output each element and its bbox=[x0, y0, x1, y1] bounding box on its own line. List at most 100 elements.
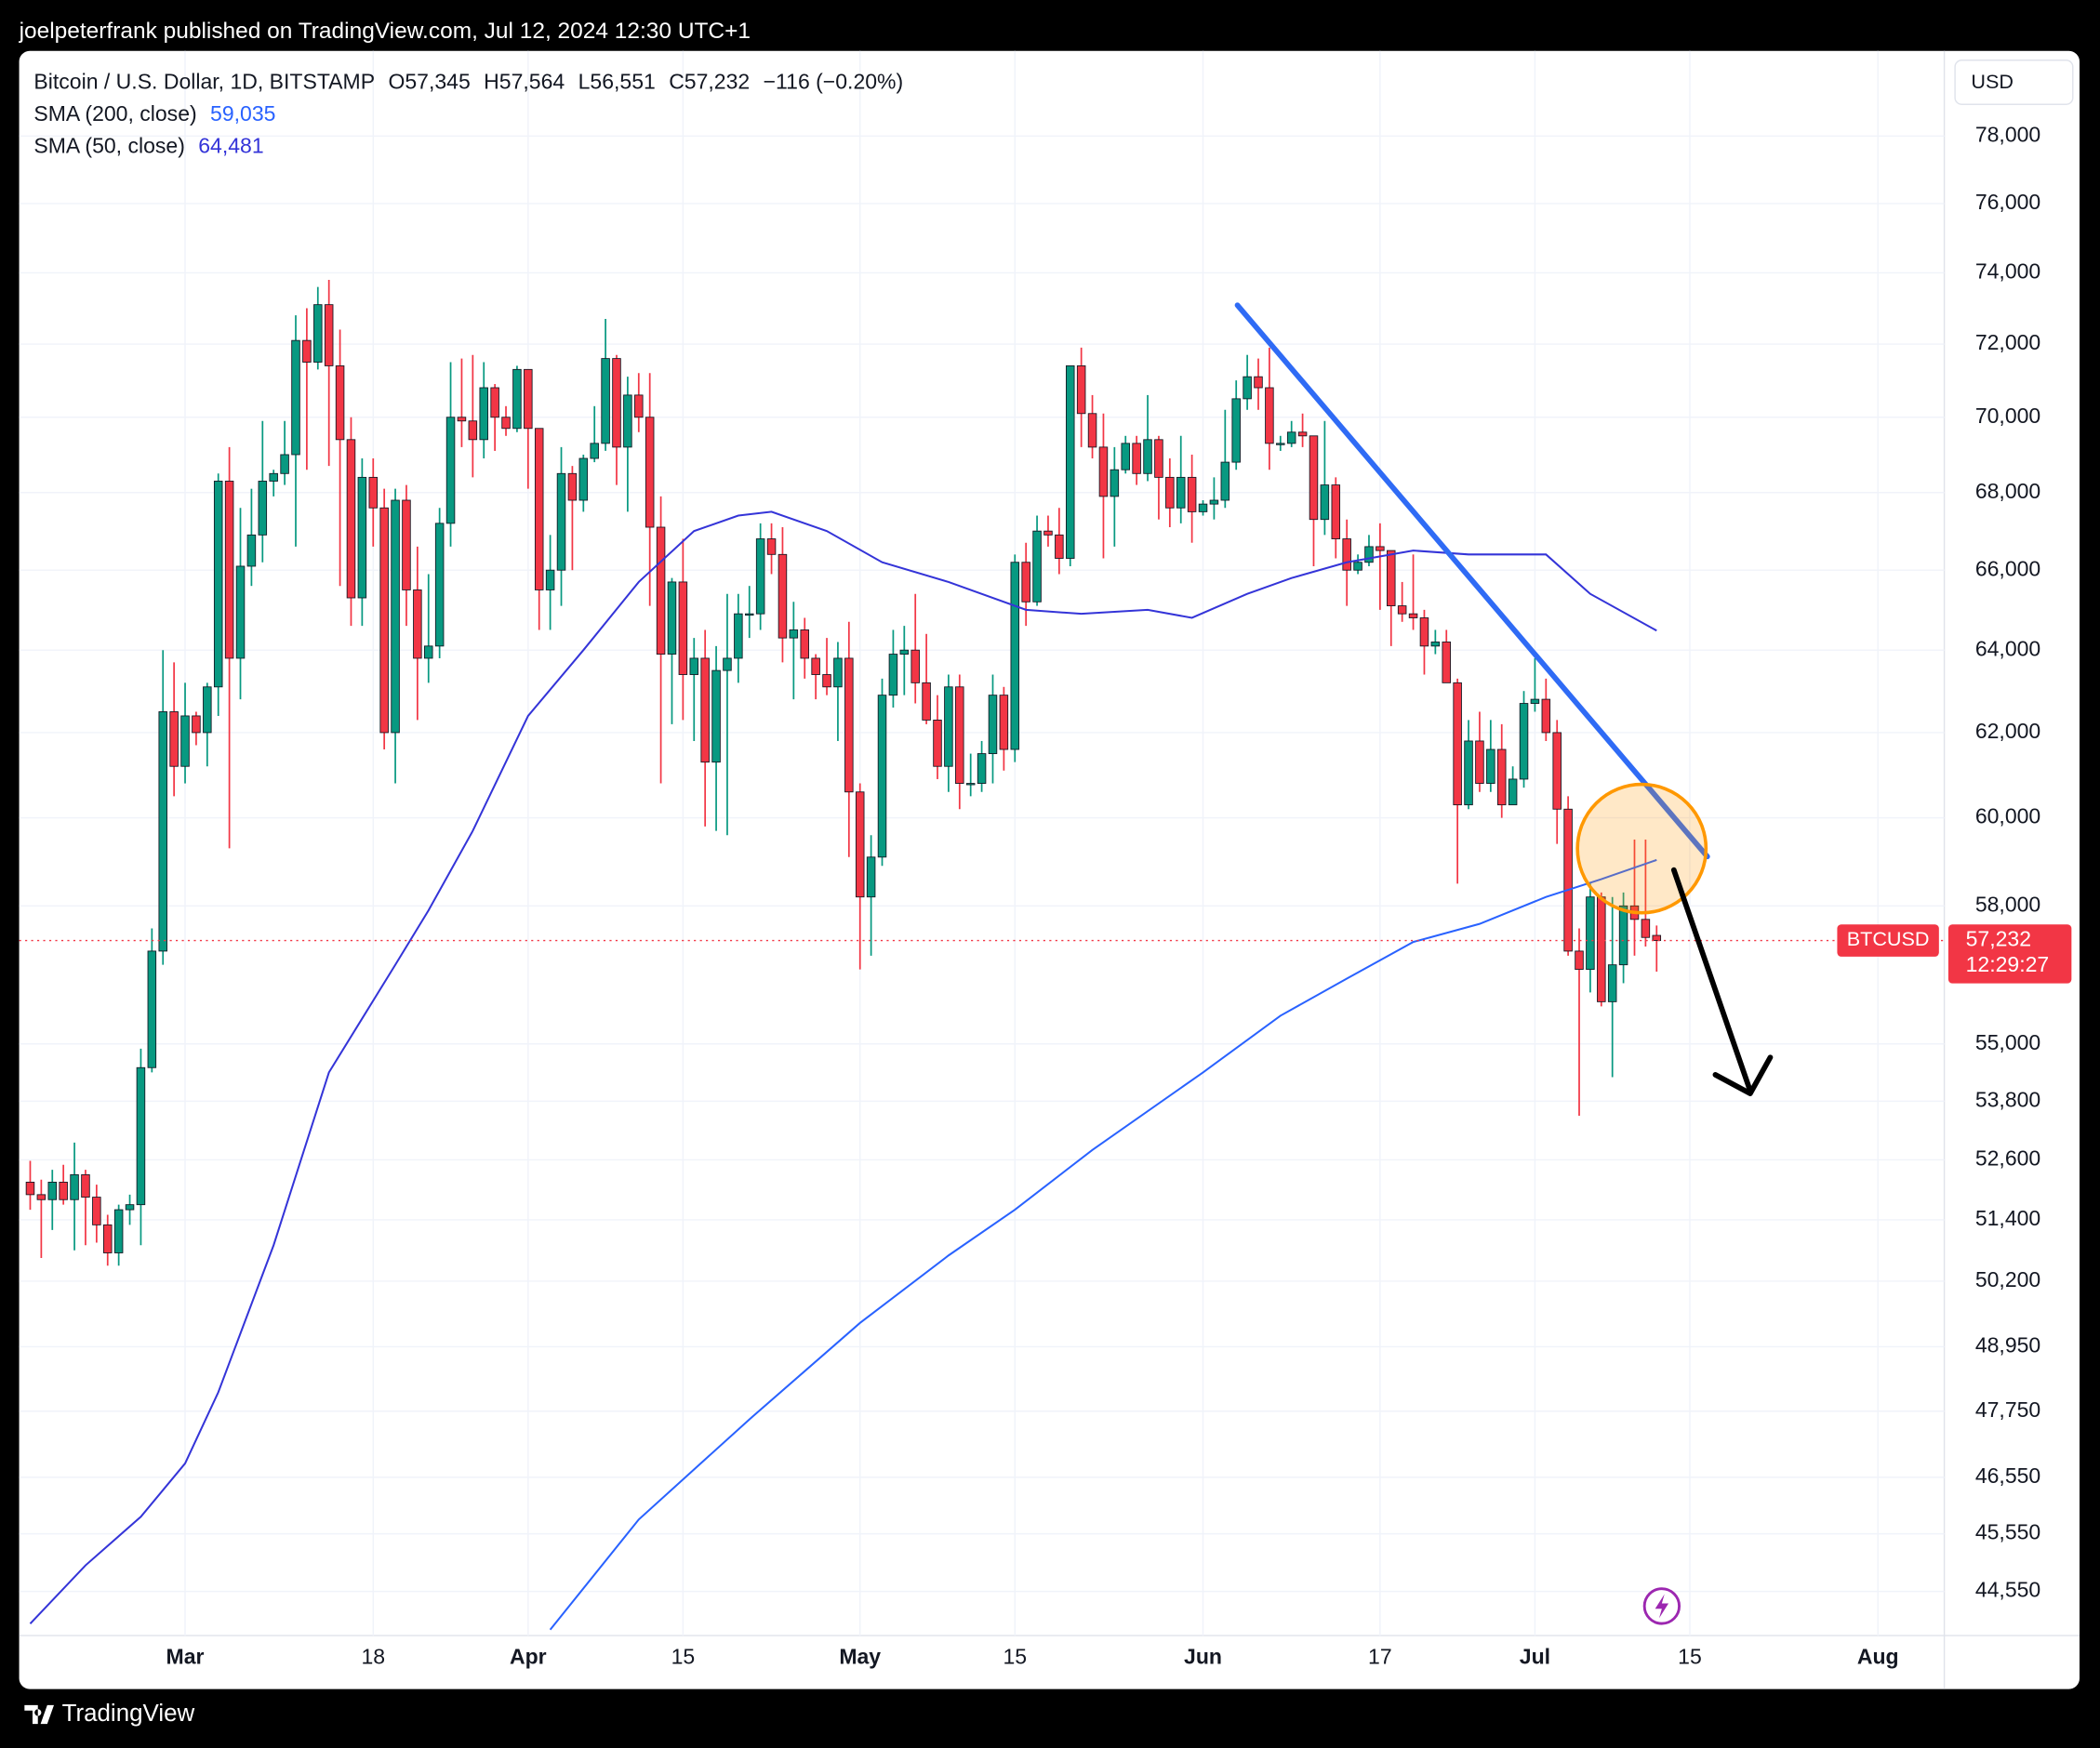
candle-body bbox=[855, 791, 865, 898]
candle-body bbox=[324, 304, 334, 366]
x-tick-label: Jul bbox=[1520, 1645, 1550, 1669]
candle-body bbox=[1066, 364, 1075, 559]
symbol-label: BTCUSD bbox=[1847, 927, 1930, 950]
y-tick-label: 45,550 bbox=[1975, 1520, 2040, 1544]
header-text: joelpeterfrank published on TradingView.… bbox=[19, 19, 751, 44]
candle-body bbox=[1043, 530, 1053, 536]
candle-body bbox=[524, 368, 533, 430]
candle-body bbox=[711, 669, 721, 763]
candle-body bbox=[556, 472, 566, 571]
y-tick-label: 72,000 bbox=[1975, 330, 2040, 354]
currency-button[interactable] bbox=[1954, 60, 2074, 106]
candle-body bbox=[103, 1224, 113, 1253]
last-price-label: 57,232 bbox=[1966, 927, 2031, 951]
candle-body bbox=[113, 1209, 124, 1253]
candle-body bbox=[988, 695, 998, 754]
y-tick-label: 46,550 bbox=[1975, 1463, 2040, 1488]
candle-body bbox=[578, 457, 589, 501]
brand-name: TradingView bbox=[62, 1701, 195, 1727]
ohlc-label: O57,345 bbox=[388, 69, 470, 93]
candle-body bbox=[81, 1173, 90, 1198]
candle-body bbox=[47, 1182, 58, 1200]
candle-body bbox=[1286, 431, 1296, 444]
brand-logo bbox=[24, 1704, 55, 1725]
candle-body bbox=[36, 1194, 47, 1200]
candle-body bbox=[955, 686, 964, 784]
candle-body bbox=[1098, 446, 1109, 497]
candle-body bbox=[1231, 398, 1241, 463]
candle-body bbox=[612, 358, 621, 448]
y-tick-label: 58,000 bbox=[1975, 892, 2040, 916]
candle-body bbox=[1597, 896, 1606, 1002]
candle-body bbox=[1132, 443, 1141, 474]
candle-body bbox=[434, 523, 445, 647]
candle-body bbox=[1342, 538, 1351, 571]
candle-body bbox=[1618, 905, 1628, 966]
candle-body bbox=[59, 1182, 68, 1200]
candle-body bbox=[1055, 534, 1064, 559]
candle-body bbox=[1387, 550, 1396, 607]
candle-body bbox=[634, 394, 644, 418]
candle-body bbox=[965, 783, 976, 786]
candle-body bbox=[1430, 642, 1441, 647]
candle-body bbox=[1607, 964, 1617, 1002]
y-tick-label: 68,000 bbox=[1975, 479, 2040, 503]
candle-body bbox=[1087, 413, 1097, 448]
candle-body bbox=[1220, 461, 1230, 501]
candle-body bbox=[1297, 431, 1308, 437]
x-tick-label: Mar bbox=[166, 1645, 205, 1669]
candle-body bbox=[678, 581, 688, 675]
candle-body bbox=[379, 507, 389, 734]
x-tick-label: 18 bbox=[361, 1645, 385, 1669]
candle-body bbox=[1110, 469, 1120, 497]
ohlc-label: H57,564 bbox=[484, 69, 565, 93]
legend-value: 59,035 bbox=[210, 101, 275, 126]
candle-body bbox=[667, 581, 677, 656]
candle-body bbox=[1575, 950, 1584, 971]
candle-body bbox=[623, 394, 632, 448]
x-tick-label: 17 bbox=[1368, 1645, 1392, 1669]
candle-body bbox=[203, 686, 212, 734]
candle-body bbox=[224, 481, 234, 659]
currency-label: USD bbox=[1971, 70, 2014, 93]
sma-line bbox=[29, 510, 1657, 1625]
candle-body bbox=[192, 715, 201, 734]
candle-body bbox=[1021, 562, 1030, 603]
candle-body bbox=[755, 538, 765, 615]
candle-body bbox=[213, 481, 223, 688]
candle-body bbox=[490, 387, 499, 418]
candle-body bbox=[1475, 740, 1484, 784]
ohlc-label: C57,232 bbox=[669, 69, 750, 93]
y-tick-label: 55,000 bbox=[1975, 1030, 2040, 1054]
candle-body bbox=[1076, 364, 1086, 415]
event-icon-bolt bbox=[1655, 1594, 1669, 1619]
candle-body bbox=[1486, 748, 1495, 784]
y-tick-label: 70,000 bbox=[1975, 404, 2040, 428]
candle-body bbox=[944, 686, 953, 767]
candle-body bbox=[933, 720, 942, 767]
candle-body bbox=[169, 711, 179, 767]
candle-body bbox=[877, 695, 887, 858]
candle-body bbox=[391, 499, 400, 734]
arrow-head bbox=[1712, 1054, 1774, 1096]
candle-body bbox=[291, 339, 300, 456]
candle-body bbox=[1209, 499, 1219, 505]
candle-body bbox=[1453, 682, 1462, 806]
candle-body bbox=[1165, 476, 1175, 509]
candle-body bbox=[413, 589, 422, 659]
candle-body bbox=[866, 856, 876, 898]
candle-body bbox=[1254, 376, 1263, 389]
candle-body bbox=[1187, 476, 1197, 512]
candle-body bbox=[1198, 503, 1208, 512]
candle-body bbox=[1032, 530, 1042, 603]
y-tick-label: 64,000 bbox=[1975, 636, 2040, 660]
candle-body bbox=[136, 1066, 146, 1206]
candle-body bbox=[590, 443, 599, 459]
legend-name: SMA (200, close) bbox=[33, 101, 196, 126]
candle-body bbox=[888, 654, 898, 696]
candle-body bbox=[745, 613, 754, 616]
candle-body bbox=[1353, 562, 1362, 571]
candle-body bbox=[479, 387, 488, 441]
candle-body bbox=[1143, 439, 1152, 474]
